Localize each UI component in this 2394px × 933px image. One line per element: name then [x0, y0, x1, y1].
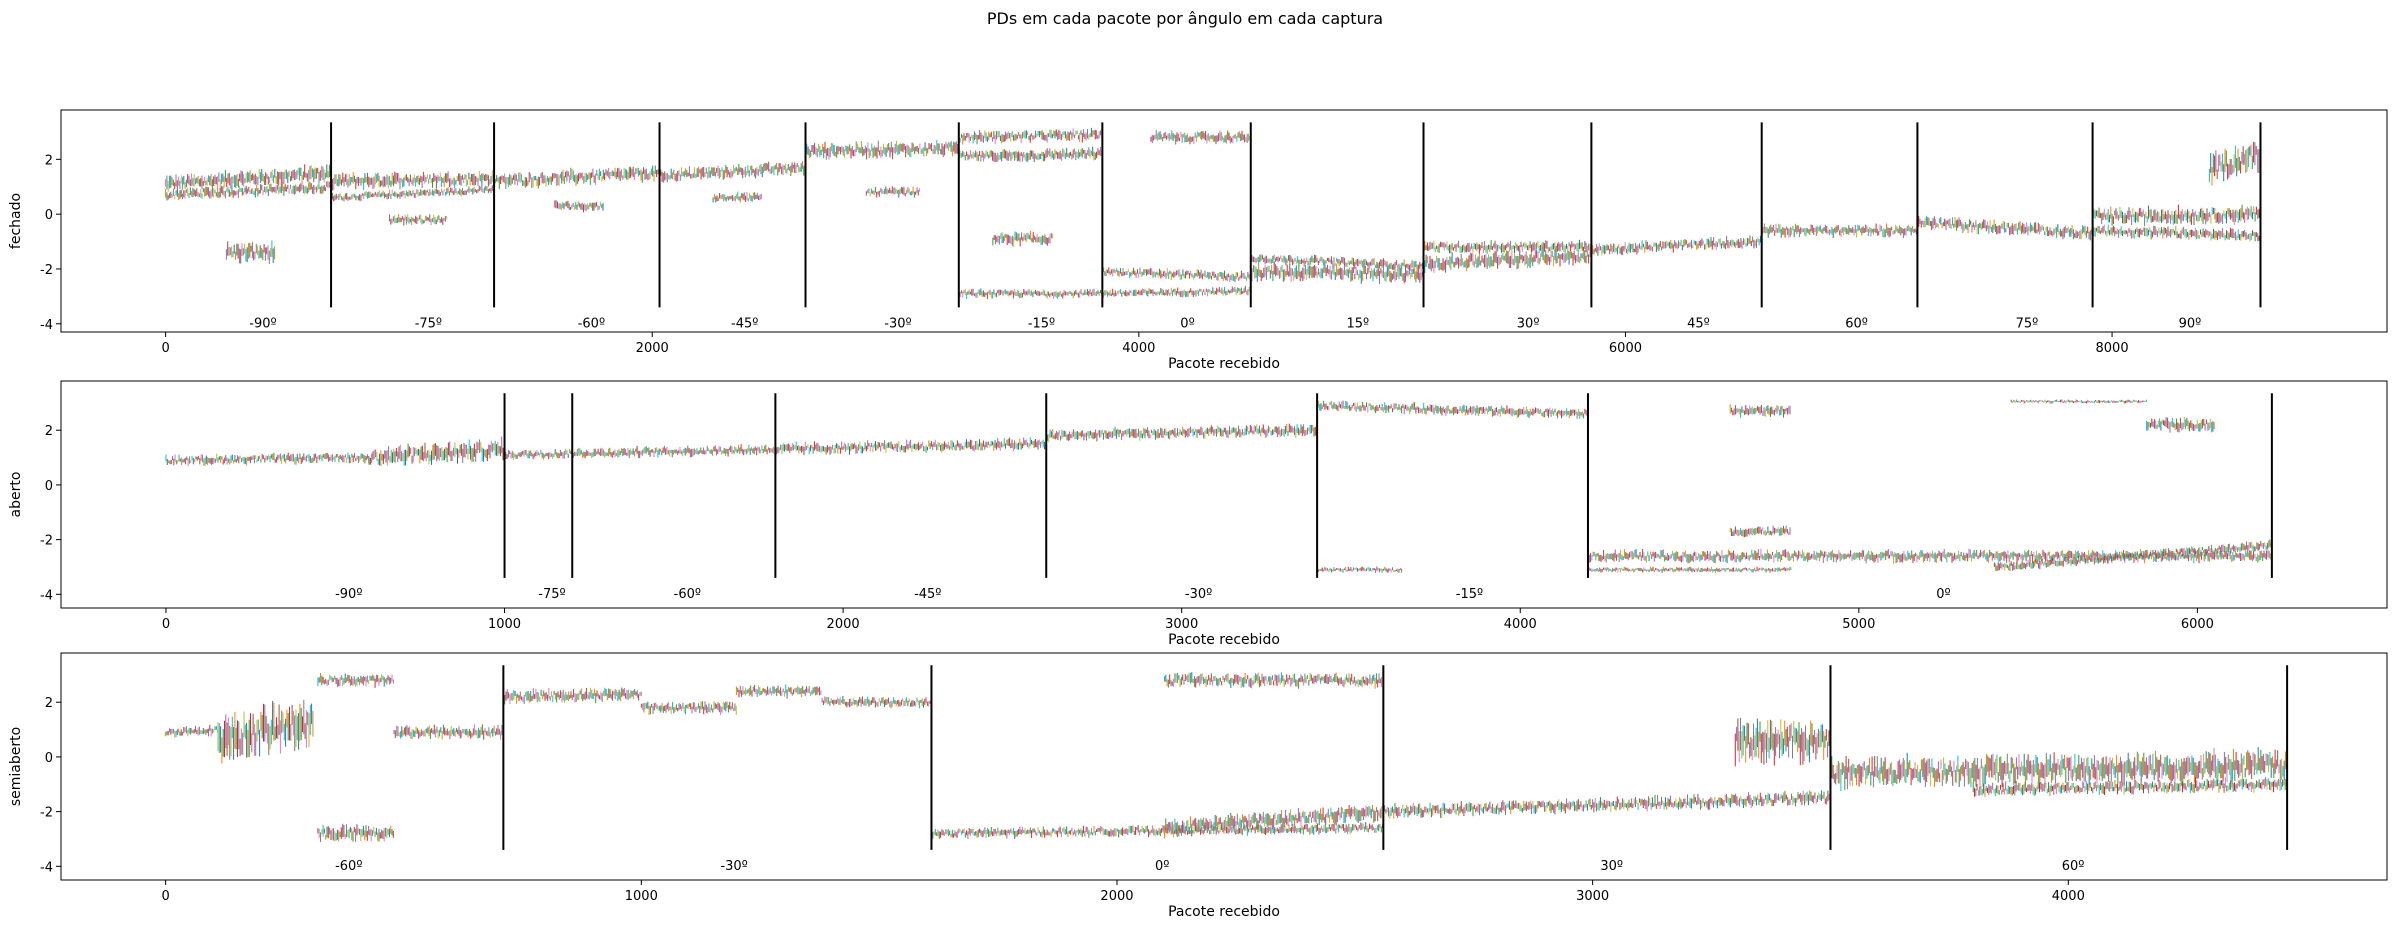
x-tick-label: 0 — [161, 341, 169, 356]
angle-label-6: 0º — [1180, 316, 1194, 331]
x-tick-label: 8000 — [2096, 341, 2129, 356]
angle-label-3: -45º — [731, 316, 758, 331]
y-tick-label: -2 — [40, 263, 53, 278]
angle-label-10: 60º — [1845, 316, 1868, 331]
y-tick-label: 2 — [45, 153, 53, 168]
series-pd-traces — [165, 127, 2261, 299]
angle-label-5: -15º — [1028, 316, 1055, 331]
angle-label-2: -60º — [578, 316, 605, 331]
subplot-fechado: -90º -75º -60º -45º -30º -15º 0º 15º 30º 45º 60º 75… — [8, 109, 2388, 372]
angle-label-11: 75º — [2016, 316, 2039, 331]
angle-label-4: -30º — [884, 316, 911, 331]
x-tick-label: 2000 — [636, 341, 669, 356]
angle-label-1: -75º — [415, 316, 442, 331]
series-pd-traces — [165, 399, 2273, 573]
y-tick-label: 0 — [45, 208, 53, 223]
x-axis-label: Pacote recebido — [1168, 356, 1280, 372]
y-tick-label: -4 — [40, 318, 53, 333]
x-tick-label: 4000 — [1122, 341, 1155, 356]
subplot-aberto: -90º -75º -60º -45º -30º -15º 0º0 1000 2000 3000 4… — [8, 380, 2388, 648]
figure-suptitle: PDs em cada pacote por ângulo em cada ca… — [987, 9, 1383, 28]
angle-label-7: 15º — [1346, 316, 1369, 331]
angle-label-12: 90º — [2179, 316, 2202, 331]
axes-frame — [60, 109, 2388, 333]
angle-label-9: 45º — [1687, 316, 1710, 331]
y-axis-label: fechado — [8, 193, 24, 249]
x-tick-label: 6000 — [1609, 341, 1642, 356]
angle-label-8: 30º — [1517, 316, 1540, 331]
angle-label-0: -90º — [249, 316, 276, 331]
